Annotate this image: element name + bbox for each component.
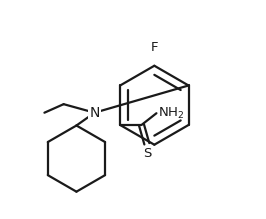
- Text: F: F: [151, 41, 158, 54]
- Text: S: S: [143, 147, 151, 160]
- Text: N: N: [89, 106, 100, 120]
- Text: NH$_2$: NH$_2$: [157, 106, 184, 121]
